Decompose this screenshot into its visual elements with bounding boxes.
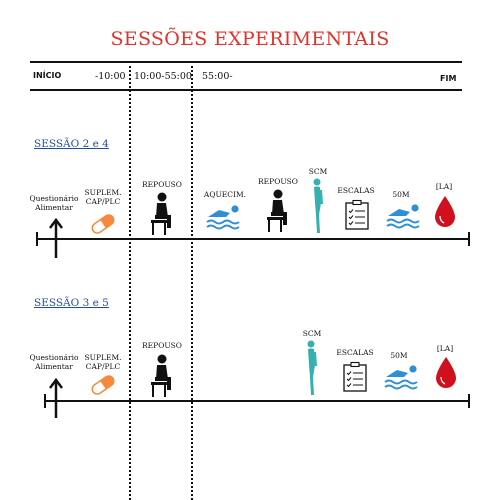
timeline-segment-1: -10:00 <box>95 71 126 82</box>
arrow-up-icon <box>49 377 63 418</box>
pill-icon <box>91 214 115 234</box>
checklist-icon <box>343 361 367 392</box>
questionnaire-label: Questionário Alimentar <box>29 353 79 371</box>
session-title: SESSÃO 3 e 5 <box>34 297 109 309</box>
blood-drop-icon <box>435 196 455 227</box>
pill-icon <box>91 375 115 395</box>
supplement-label: SUPLEM. CAP/PLC <box>84 353 122 371</box>
session-title: SESSÃO 2 e 4 <box>34 138 109 150</box>
timeline-segment-3: 55:00- <box>202 71 233 82</box>
swimmer-icon <box>386 204 420 229</box>
supplement-label: SUPLEM. CAP/PLC <box>84 188 122 206</box>
timeline-segment-2: 10:00-55:00 <box>134 71 192 82</box>
timeline-start-label: INÍCIO <box>33 71 62 80</box>
swimmer-icon <box>206 205 240 230</box>
rest-label: REPOUSO <box>258 177 298 186</box>
seated-person-icon <box>151 354 171 397</box>
session-timeline-end-tick <box>468 394 470 408</box>
warmup-label: AQUECIM. <box>203 190 247 199</box>
lactate-label: [LA] <box>436 344 454 353</box>
standing-body-icon <box>313 178 323 233</box>
rest-label: REPOUSO <box>142 341 182 350</box>
checklist-icon <box>345 199 369 230</box>
questionnaire-label: Questionário Alimentar <box>29 194 79 212</box>
swim-label: 50M <box>392 190 410 199</box>
divider-line-1 <box>129 61 131 500</box>
session-timeline-start-tick <box>36 232 38 246</box>
seated-person-icon <box>267 189 287 232</box>
scales-label: ESCALAS <box>337 186 375 195</box>
swimmer-icon <box>384 365 418 390</box>
seated-person-icon <box>151 192 171 235</box>
standing-body-icon <box>307 340 317 395</box>
session-timeline <box>44 400 470 402</box>
scm-label: SCM <box>308 167 328 176</box>
session-timeline <box>36 238 470 240</box>
timeline-bottom-border <box>30 89 462 91</box>
timeline-end-label: FIM <box>440 74 457 83</box>
session-timeline-start-tick <box>44 394 46 408</box>
scm-label: SCM <box>302 329 322 338</box>
page-title: SESSÕES EXPERIMENTAIS <box>110 28 390 50</box>
timeline-top-border <box>30 61 462 63</box>
lactate-label: [LA] <box>435 182 453 191</box>
divider-line-2 <box>191 61 193 500</box>
arrow-up-icon <box>49 217 63 258</box>
blood-drop-icon <box>436 357 456 388</box>
rest-label: REPOUSO <box>142 180 182 189</box>
swim-label: 50M <box>390 351 408 360</box>
scales-label: ESCALAS <box>336 348 374 357</box>
session-timeline-end-tick <box>468 232 470 246</box>
